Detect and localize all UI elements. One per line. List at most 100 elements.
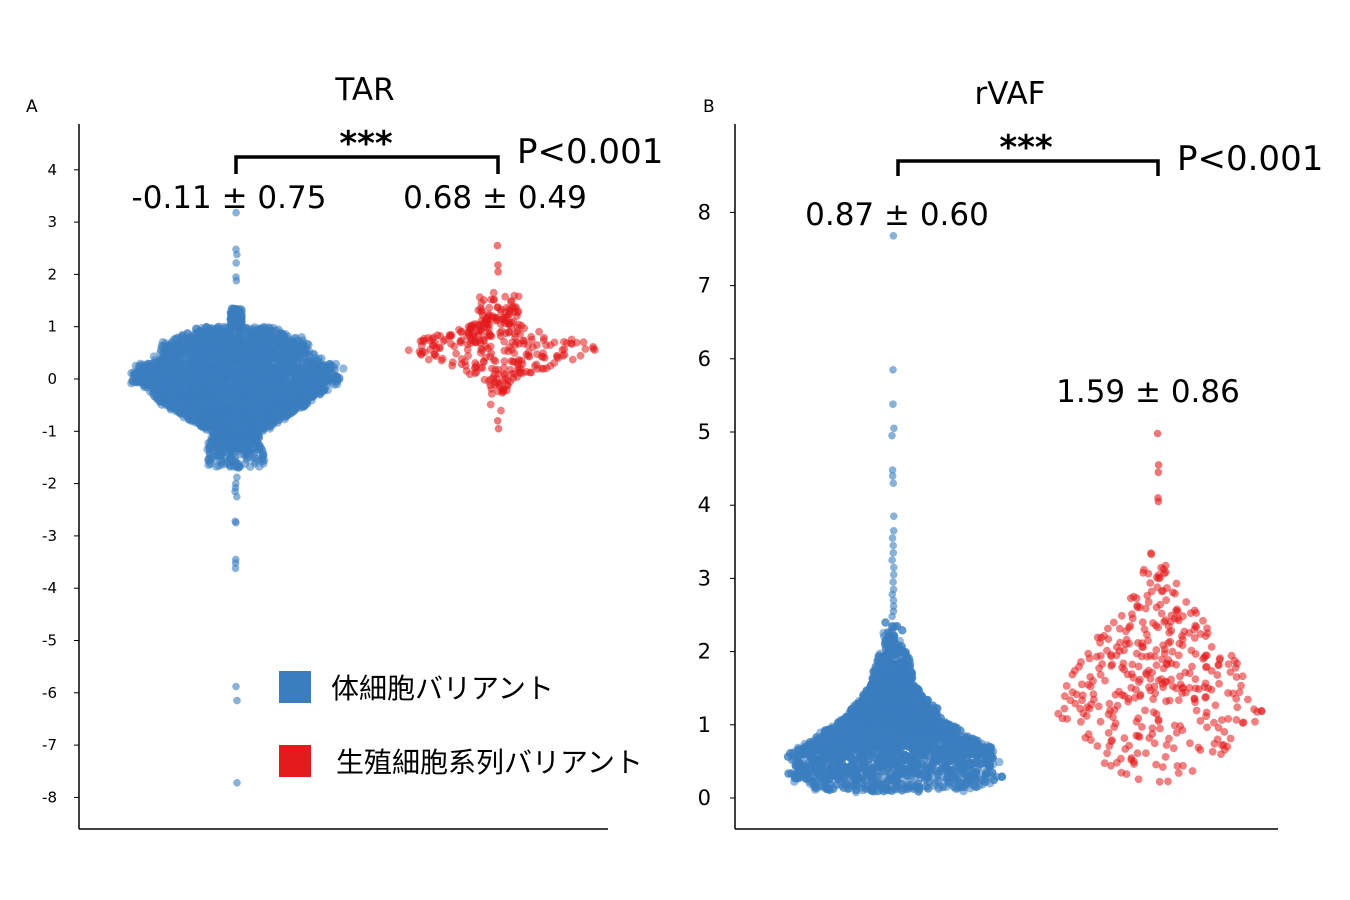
germline-variant-point [550, 338, 559, 347]
panel-a-germline-swarm [404, 241, 599, 433]
germline-variant-point [452, 349, 460, 358]
y-tick-label: 1 [698, 713, 711, 737]
somatic-variant-point [187, 358, 197, 367]
somatic-variant-point [209, 331, 219, 341]
y-tick-label: 4 [47, 161, 57, 179]
somatic-variant-point [206, 396, 216, 406]
germline-variant-point [507, 297, 516, 305]
somatic-variant-point [164, 354, 173, 364]
somatic-variant-point [138, 363, 147, 372]
somatic-variant-point [215, 368, 225, 377]
somatic-variant-point [268, 375, 277, 385]
somatic-variant-point [239, 339, 248, 349]
somatic-variant-point [267, 367, 276, 376]
y-tick-label: 5 [698, 420, 711, 444]
germline-variant-point [529, 343, 537, 351]
somatic-variant-point [194, 377, 203, 387]
somatic-variant-point [245, 439, 255, 448]
germline-variant-point [487, 385, 496, 393]
germline-variant-point [520, 324, 529, 333]
germline-variant-point [501, 370, 510, 379]
germline-variant-point [426, 345, 435, 354]
panel-a-letter: A [26, 97, 38, 117]
somatic-variant-point [208, 362, 217, 371]
somatic-variant-point [250, 452, 259, 462]
somatic-variant-point [197, 359, 206, 369]
somatic-variant-point [209, 455, 218, 464]
germline-variant-point [448, 358, 457, 367]
somatic-variant-point [227, 374, 237, 383]
somatic-variant-point [287, 383, 296, 392]
y-tick-label: 2 [698, 640, 711, 664]
somatic-variant-point [209, 407, 219, 417]
somatic-variant-point [234, 356, 244, 365]
somatic-variant-point [253, 397, 263, 407]
somatic-variant-point [234, 376, 244, 386]
somatic-variant-point-outlier [231, 564, 240, 573]
somatic-variant-point [283, 397, 292, 406]
somatic-variant-point [226, 388, 235, 398]
somatic-variant-point-outlier [232, 519, 240, 527]
somatic-variant-point [171, 394, 180, 403]
panel-a-germline-stat: 0.68 ± 0.49 [403, 180, 587, 216]
somatic-variant-point [167, 338, 176, 347]
y-tick-label: 6 [698, 347, 711, 371]
somatic-variant-point [147, 369, 156, 379]
somatic-variant-point [184, 389, 193, 398]
germline-variant-point [560, 345, 569, 354]
somatic-variant-point [296, 343, 305, 353]
somatic-variant-point [163, 381, 173, 390]
germline-variant-point [463, 345, 472, 354]
germline-variant-point [568, 355, 577, 364]
germline-variant-point [560, 338, 568, 346]
germline-variant-point [461, 357, 469, 366]
somatic-variant-point [245, 427, 255, 437]
somatic-variant-point [217, 402, 227, 411]
somatic-variant-point [234, 459, 243, 469]
germline-variant-point [542, 364, 551, 373]
germline-variant-point [498, 315, 507, 324]
somatic-variant-point-outlier [233, 250, 241, 259]
germline-variant-point [404, 346, 413, 355]
y-tick-label: 0 [47, 370, 57, 388]
germline-variant-point-outlier [493, 241, 502, 250]
somatic-variant-point [253, 332, 263, 341]
somatic-variant-point-outlier [233, 696, 241, 705]
germline-variant-point [455, 325, 463, 334]
somatic-variant-point [164, 392, 173, 402]
somatic-variant-point [291, 401, 300, 411]
somatic-variant-point [302, 364, 311, 374]
panel-a-p-value: P<0.001 [517, 132, 663, 172]
germline-variant-point [474, 306, 483, 315]
germline-variant-point [505, 343, 514, 351]
somatic-variant-point [234, 366, 243, 375]
somatic-variant-point [253, 438, 262, 447]
germline-variant-point [535, 327, 543, 336]
germline-variant-point [539, 336, 548, 345]
somatic-variant-point [265, 396, 275, 405]
panel-b-title: rVAF [974, 76, 1045, 112]
y-tick-label: 2 [47, 265, 57, 283]
somatic-variant-point [308, 391, 317, 400]
somatic-variant-point [251, 340, 260, 350]
somatic-variant-point-outlier [233, 473, 241, 482]
somatic-variant-point [202, 406, 211, 415]
somatic-variant-point [275, 372, 285, 381]
y-tick-label: -6 [42, 684, 57, 702]
panel-b-letter: B [703, 97, 715, 117]
y-tick-label: 4 [698, 493, 711, 517]
y-tick-label: 3 [698, 566, 711, 590]
somatic-variant-point [263, 339, 272, 348]
germline-variant-point [567, 339, 575, 348]
legend-swatch-germline [279, 745, 311, 777]
somatic-variant-point [299, 385, 308, 395]
germline-variant-point [486, 400, 495, 409]
somatic-variant-point [213, 323, 222, 332]
germline-variant-point [514, 360, 522, 369]
panel-a-somatic-stat: -0.11 ± 0.75 [132, 180, 327, 216]
y-tick-label: -1 [42, 422, 57, 440]
y-tick-label: 1 [47, 318, 57, 336]
germline-variant-point [484, 344, 492, 353]
germline-variant-point [581, 345, 590, 353]
germline-variant-point [417, 350, 426, 359]
